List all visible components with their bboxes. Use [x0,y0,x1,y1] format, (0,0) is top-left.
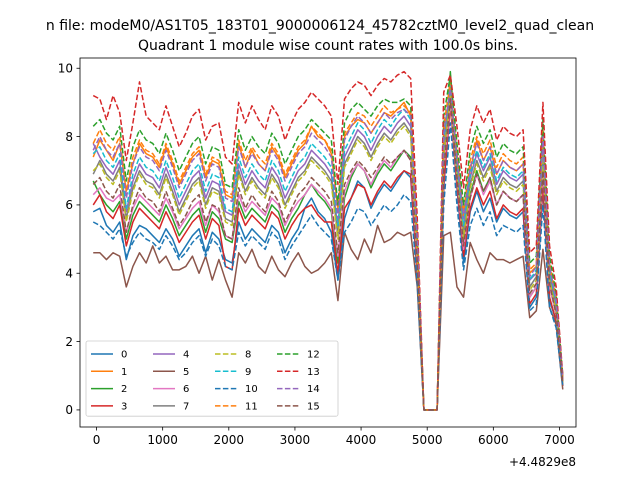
x-tick-label: 6000 [478,433,509,447]
series-line-4 [92,84,564,411]
x-tick-label: 0 [93,433,101,447]
legend-label-7: 7 [183,401,189,412]
y-tick-label: 4 [65,267,73,281]
series-lines [92,70,564,411]
legend-label-1: 1 [121,367,127,378]
series-line-11 [92,81,564,411]
legend-label-10: 10 [245,384,258,395]
y-tick-label: 2 [65,335,73,349]
legend-label-3: 3 [121,401,127,412]
x-offset-label: +4.4829e8 [509,455,576,469]
chart-title: Quadrant 1 module wise count rates with … [138,38,518,54]
legend-label-5: 5 [183,367,189,378]
series-line-13 [92,70,564,411]
y-tick-label: 0 [65,403,73,417]
legend-box [85,340,339,417]
legend-label-6: 6 [183,384,189,395]
series-line-6 [92,101,564,411]
y-axis: 0 2 4 6 8 10 [58,62,80,417]
legend-label-0: 0 [121,350,127,361]
legend-label-4: 4 [183,350,189,361]
figure-suptitle: n file: modeM0/AS1T05_183T01_9000006124_… [46,18,594,34]
legend-label-8: 8 [245,350,251,361]
y-tick-label: 8 [65,130,73,144]
series-line-9 [92,84,564,411]
x-tick-label: 3000 [280,433,311,447]
x-tick-label: 2000 [214,433,245,447]
y-tick-label: 6 [65,198,73,212]
legend-label-15: 15 [307,401,320,412]
series-line-14 [92,88,564,411]
x-tick-label: 1000 [147,433,178,447]
y-tick-label: 10 [58,62,73,76]
series-line-15 [92,98,564,411]
plot-frame [79,57,577,428]
legend-label-11: 11 [245,401,258,412]
series-line-12 [92,74,564,411]
legend-label-13: 13 [307,367,320,378]
series-line-5 [93,224,564,411]
legend-label-14: 14 [307,384,320,395]
series-line-10 [92,122,564,411]
x-axis: 0 1000 2000 3000 4000 5000 6000 7000 [93,427,575,447]
series-line-3 [92,105,564,411]
x-tick-label: 5000 [412,433,443,447]
legend-label-2: 2 [121,384,127,395]
x-tick-label: 7000 [544,433,575,447]
series-line-7 [92,91,564,411]
series-line-0 [92,101,564,411]
series-line-8 [92,94,564,411]
legend-label-12: 12 [307,350,320,361]
legend-label-9: 9 [245,367,251,378]
x-tick-label: 4000 [346,433,377,447]
